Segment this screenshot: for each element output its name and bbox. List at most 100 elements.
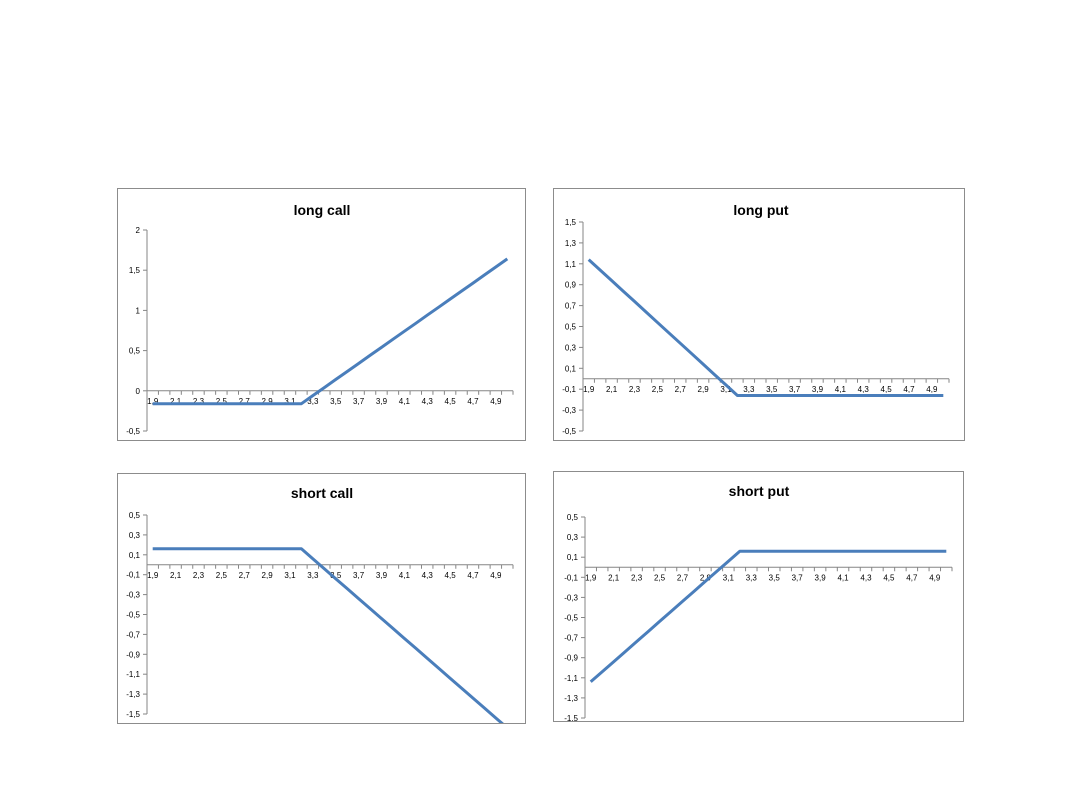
x-tick-label: 4,3 <box>860 573 872 582</box>
x-tick-label: 2,3 <box>629 385 641 394</box>
y-tick-label: -0,1 <box>126 571 140 580</box>
x-tick-label: 3,3 <box>743 385 755 394</box>
x-tick-label: 2,7 <box>239 571 251 580</box>
x-tick-label: 3,5 <box>766 385 778 394</box>
y-tick-label: -0,3 <box>564 593 578 602</box>
x-tick-label: 4,9 <box>490 571 502 580</box>
y-tick-label: 0,5 <box>129 347 141 356</box>
y-tick-label: -0,3 <box>126 591 140 600</box>
x-tick-label: 4,7 <box>903 385 915 394</box>
y-tick-label: 1 <box>136 306 141 315</box>
y-tick-label: 2 <box>136 226 141 235</box>
x-tick-label: 4,1 <box>399 571 411 580</box>
series-line <box>589 549 947 683</box>
x-tick-label: 2,5 <box>216 397 228 406</box>
x-tick-label: 4,7 <box>906 573 918 582</box>
chart-title: short put <box>729 483 790 499</box>
x-tick-label: 3,1 <box>284 571 296 580</box>
chart-short-put: short put 0,5 0,3 0,1 -0,1 -0,3 -0,5 -0,7 -0,9 -… <box>553 471 964 722</box>
x-tick-label: 3,1 <box>723 573 735 582</box>
chart-title: long call <box>294 202 351 218</box>
x-tick-label: 3,5 <box>330 571 342 580</box>
y-tick-label: -1,3 <box>126 690 140 699</box>
series-line <box>152 257 509 406</box>
x-tick-label: 4,7 <box>467 397 479 406</box>
x-tick-label: 3,7 <box>792 573 804 582</box>
x-tick-label: 4,5 <box>881 385 893 394</box>
x-tick-label: 2,9 <box>262 571 274 580</box>
x-tick-label: 4,5 <box>445 571 457 580</box>
y-tick-label: 1,3 <box>565 239 577 248</box>
y-tick-label: -0,7 <box>126 630 140 639</box>
x-tick-label: 3,5 <box>769 573 781 582</box>
x-tick-label: 3,9 <box>815 573 827 582</box>
chart-title: short call <box>291 485 353 501</box>
x-tick-label: 4,7 <box>467 571 479 580</box>
x-tick-label: 3,1 <box>284 397 296 406</box>
series-line <box>152 547 504 723</box>
y-tick-label: -1,1 <box>126 670 140 679</box>
y-tick-label: -0,1 <box>564 573 578 582</box>
y-tick-label: -1,1 <box>564 674 578 683</box>
y-tick-label: 1,5 <box>565 218 577 227</box>
y-tick-label: -0,7 <box>564 634 578 643</box>
y-tick-label: -0,5 <box>126 611 140 620</box>
x-tick-label: 2,3 <box>193 397 205 406</box>
y-tick-label: -1,3 <box>564 694 578 703</box>
x-tick-label: 2,7 <box>675 385 687 394</box>
series-line <box>587 258 944 397</box>
x-tick-label: 3,7 <box>789 385 801 394</box>
x-tick-label: 2,1 <box>608 573 620 582</box>
x-tick-label: 4,3 <box>422 571 434 580</box>
x-tick-label: 1,9 <box>585 573 597 582</box>
y-tick-label: 0,3 <box>565 343 577 352</box>
x-tick-label: 2,1 <box>170 571 182 580</box>
y-tick-label: 0,5 <box>567 513 579 522</box>
x-tick-label: 4,5 <box>445 397 457 406</box>
x-tick-label: 3,3 <box>307 397 319 406</box>
x-tick-label: 4,1 <box>835 385 847 394</box>
x-tick-label: 3,1 <box>720 385 732 394</box>
x-tick-label: 3,3 <box>746 573 758 582</box>
x-tick-label: 1,9 <box>147 397 159 406</box>
plot-area: 2 1,5 1 0,5 0 -0,5 1,9 2,1 2,3 2,5 2,7 2,9 3,1 3,3 3,5… <box>126 226 514 436</box>
plot-area: 0,5 0,3 0,1 -0,1 -0,3 -0,5 -0,7 -0,9 -1,1 -1,3 -1,… <box>126 511 514 723</box>
x-tick-label: 3,7 <box>353 397 365 406</box>
x-tick-label: 3,5 <box>330 397 342 406</box>
y-tick-label: 0,9 <box>565 281 577 290</box>
x-tick-label: 1,9 <box>147 571 159 580</box>
x-tick-label: 4,3 <box>422 397 434 406</box>
x-tick-label: 4,1 <box>837 573 849 582</box>
x-tick-label: 2,9 <box>700 573 712 582</box>
y-tick-label: 0,1 <box>565 364 577 373</box>
y-tick-label: 0,3 <box>129 531 141 540</box>
y-tick-label: 0,1 <box>567 553 579 562</box>
y-tick-label: 0,5 <box>129 511 141 520</box>
y-tick-label: -0,5 <box>126 427 140 436</box>
y-tick-label: -1,5 <box>564 714 578 722</box>
y-tick-label: 0,7 <box>565 302 577 311</box>
y-tick-label: -0,1 <box>562 385 576 394</box>
x-tick-label: 2,7 <box>239 397 251 406</box>
y-tick-label: -1,5 <box>126 710 140 719</box>
y-tick-label: 0 <box>136 387 141 396</box>
y-tick-label: -0,9 <box>126 650 140 659</box>
x-tick-label: 3,9 <box>376 571 388 580</box>
x-tick-label: 2,3 <box>631 573 643 582</box>
y-tick-label: 1,1 <box>565 260 577 269</box>
x-tick-label: 4,5 <box>883 573 895 582</box>
x-tick-label: 2,5 <box>652 385 664 394</box>
y-tick-label: 1,5 <box>129 266 141 275</box>
chart-title: long put <box>733 202 789 218</box>
y-tick-label: 0,1 <box>129 551 141 560</box>
x-tick-label: 2,3 <box>193 571 205 580</box>
plot-area: 0,5 0,3 0,1 -0,1 -0,3 -0,5 -0,7 -0,9 -1,1 -1,3 -1,… <box>564 513 953 722</box>
y-tick-label: -0,9 <box>564 654 578 663</box>
y-tick-label: -0,5 <box>562 427 576 436</box>
x-tick-label: 2,9 <box>262 397 274 406</box>
y-tick-label: -0,3 <box>562 406 576 415</box>
x-tick-label: 4,9 <box>490 397 502 406</box>
y-tick-label: 0,5 <box>565 323 577 332</box>
x-tick-label: 3,3 <box>307 571 319 580</box>
x-tick-label: 2,7 <box>677 573 689 582</box>
